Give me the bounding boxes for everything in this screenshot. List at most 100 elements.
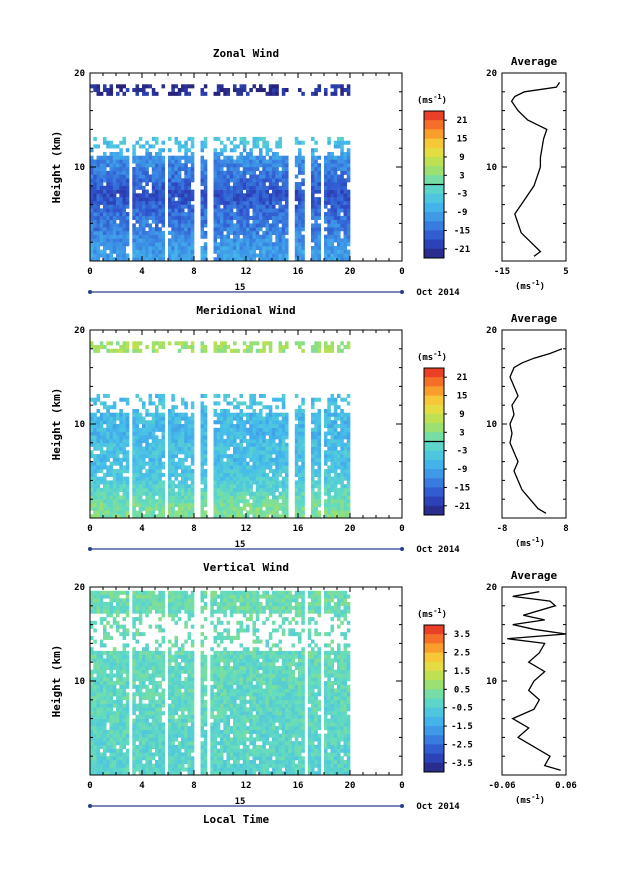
heatmap-field: [90, 84, 351, 262]
x-tick-label: 4: [139, 781, 145, 791]
average-profile-panel: Average 10 20 -8 8 (ms-1): [486, 312, 569, 549]
average-profile-line: [509, 348, 563, 514]
x-tick-label: 0: [399, 781, 404, 791]
colorbar-tick-label: 2.5: [454, 649, 470, 659]
y-axis-label: Height (km): [50, 388, 63, 461]
colorbar-tick-label: -1.5: [451, 722, 473, 732]
date-day-label: 15: [235, 283, 246, 293]
average-y-tick-label: 20: [486, 583, 497, 593]
average-y-tick-label: 10: [486, 163, 497, 173]
x-tick-label: 0: [87, 781, 92, 791]
colorbar: 21 15 9 3 -3 -9 -15 -21 (ms-1): [417, 350, 470, 516]
colorbar: 3.5 2.5 1.5 0.5 -0.5 -1.5 -2.5 -3.5 (ms-1): [417, 607, 473, 773]
average-title: Average: [511, 569, 558, 582]
average-title: Average: [511, 312, 558, 325]
colorbar-tick-label: 3.5: [454, 630, 470, 640]
colorbar-tick-label: -9: [457, 465, 468, 475]
date-label: Oct 2014: [416, 802, 460, 812]
average-profile-panel: Average 10 20 -15 5 (ms-1): [486, 55, 569, 292]
heatmap-field: [90, 341, 351, 519]
colorbar-tick-label: -3: [457, 447, 468, 457]
x-tick-label: 4: [139, 524, 145, 534]
colorbar-tick-label: 21: [457, 116, 468, 126]
y-axis-label: Height (km): [50, 645, 63, 718]
y-tick-label: 20: [74, 326, 85, 336]
x-tick-label: 0: [87, 267, 92, 277]
average-x-tick-label: -15: [494, 267, 510, 277]
average-x-tick-label: 0.06: [555, 781, 577, 791]
colorbar-tick-label: 3: [459, 428, 464, 438]
colorbar-tick-label: -3.5: [451, 759, 473, 769]
x-tick-label: 8: [191, 524, 196, 534]
y-tick-label: 20: [74, 69, 85, 79]
colorbar-tick-label: -15: [454, 226, 470, 236]
colorbar-tick-label: 15: [457, 392, 468, 402]
colorbar-tick-label: 1.5: [454, 667, 470, 677]
average-profile-line: [507, 591, 567, 771]
heatmap-field: [90, 590, 351, 776]
x-tick-label: 0: [87, 524, 92, 534]
x-tick-label: 16: [293, 524, 304, 534]
panel-zonal-wind: Zonal Wind 0 4 8 12 16 20 0 10 20 Height (km) 15 Oct…: [50, 47, 569, 298]
date-label: Oct 2014: [416, 288, 460, 298]
panel-title: Zonal Wind: [213, 47, 279, 60]
colorbar-tick-label: 15: [457, 135, 468, 145]
colorbar-tick-label: -9: [457, 208, 468, 218]
panel-vertical-wind: Vertical Wind 0 4 8 12 16 20 0 10 20 Height (km) 15…: [50, 561, 577, 826]
x-tick-label: 0: [399, 267, 404, 277]
x-tick-label: 20: [345, 267, 356, 277]
colorbar-unit-label: (ms-1): [417, 93, 447, 106]
colorbar-tick-label: 9: [459, 410, 464, 420]
y-tick-label: 10: [74, 163, 85, 173]
panel-title: Vertical Wind: [203, 561, 289, 574]
average-x-tick-label: 5: [563, 267, 568, 277]
colorbar: 21 15 9 3 -3 -9 -15 -21 (ms-1): [417, 93, 470, 259]
average-x-tick-label: -8: [497, 524, 508, 534]
colorbar-tick-label: -2.5: [451, 740, 473, 750]
x-tick-label: 0: [399, 524, 404, 534]
colorbar-tick-label: -21: [454, 502, 470, 512]
average-y-tick-label: 10: [486, 420, 497, 430]
average-x-tick-label: 8: [563, 524, 568, 534]
x-tick-label: 16: [293, 267, 304, 277]
average-unit-label: (ms-1): [515, 279, 545, 292]
panel-meridional-wind: Meridional Wind 0 4 8 12 16 20 0 10 20 Height (km)…: [50, 304, 569, 555]
panel-title: Meridional Wind: [196, 304, 295, 317]
date-label: Oct 2014: [416, 545, 460, 555]
x-tick-label: 8: [191, 781, 196, 791]
average-y-tick-label: 20: [486, 326, 497, 336]
date-day-label: 15: [235, 540, 246, 550]
y-tick-label: 10: [74, 420, 85, 430]
date-day-label: 15: [235, 797, 246, 807]
colorbar-tick-label: -21: [454, 245, 470, 255]
y-tick-label: 10: [74, 677, 85, 687]
colorbar-tick-label: 0.5: [454, 685, 470, 695]
average-y-tick-label: 20: [486, 69, 497, 79]
colorbar-tick-label: -3: [457, 190, 468, 200]
average-y-tick-label: 10: [486, 677, 497, 687]
x-tick-label: 20: [345, 781, 356, 791]
colorbar-tick-label: 3: [459, 171, 464, 181]
colorbar-tick-label: 9: [459, 153, 464, 163]
x-axis-label: Local Time: [203, 813, 270, 826]
colorbar-unit-label: (ms-1): [417, 350, 447, 363]
x-tick-label: 12: [241, 267, 252, 277]
colorbar-tick-label: 21: [457, 373, 468, 383]
x-tick-label: 16: [293, 781, 304, 791]
x-tick-label: 8: [191, 267, 196, 277]
x-tick-label: 20: [345, 524, 356, 534]
colorbar-tick-label: -15: [454, 483, 470, 493]
average-x-tick-label: -0.06: [488, 781, 515, 791]
y-tick-label: 20: [74, 583, 85, 593]
average-title: Average: [511, 55, 558, 68]
x-tick-label: 4: [139, 267, 145, 277]
x-tick-label: 12: [241, 781, 252, 791]
y-axis-label: Height (km): [50, 131, 63, 204]
colorbar-unit-label: (ms-1): [417, 607, 447, 620]
average-profile-line: [510, 82, 561, 257]
colorbar-tick-label: -0.5: [451, 704, 473, 714]
average-profile-panel: Average 10 20 -0.06 0.06 (ms-1): [486, 569, 577, 806]
average-unit-label: (ms-1): [515, 536, 545, 549]
x-tick-label: 12: [241, 524, 252, 534]
